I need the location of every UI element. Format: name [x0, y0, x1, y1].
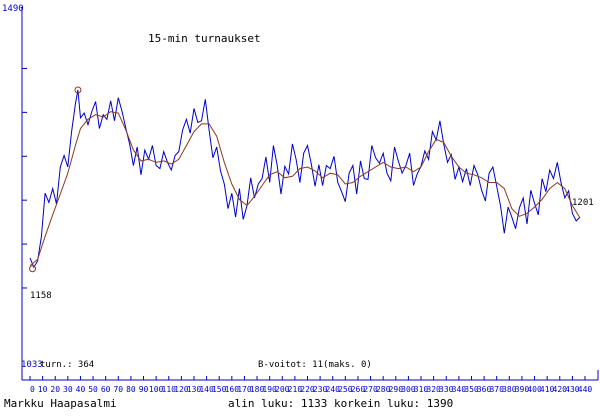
min-value: 1133 — [300, 397, 328, 410]
x-tick-label-210: 210 — [288, 385, 303, 394]
x-tick-label-280: 280 — [376, 385, 391, 394]
x-tick-label-370: 370 — [489, 385, 504, 394]
x-tick-label-290: 290 — [389, 385, 404, 394]
x-tick-label-440: 440 — [578, 385, 593, 394]
x-tick-label-420: 420 — [553, 385, 568, 394]
x-tick-label-170: 170 — [237, 385, 252, 394]
x-tick-label-430: 430 — [565, 385, 580, 394]
y-bottom-label: 1033 — [21, 360, 43, 370]
min-label: alin luku: — [228, 397, 295, 410]
chart-title: 15-min turnaukset — [148, 32, 261, 45]
start-value-label: 1158 — [30, 291, 52, 301]
x-tick-label-130: 130 — [187, 385, 202, 394]
x-tick-label-390: 390 — [515, 385, 530, 394]
x-tick-label-10: 10 — [38, 385, 48, 394]
x-tick-label-260: 260 — [351, 385, 366, 394]
x-tick-label-250: 250 — [338, 385, 353, 394]
x-tick-labels: 0 10 20 30 40 50 60 70 80 90 100110120130140150160… — [30, 385, 592, 394]
y-top-label: 1490 — [2, 4, 24, 14]
extreme-markers — [29, 86, 82, 273]
x-tick-label-270: 270 — [363, 385, 378, 394]
x-tick-label-60: 60 — [101, 385, 111, 394]
x-tick-label-350: 350 — [464, 385, 479, 394]
x-tick-label-320: 320 — [426, 385, 441, 394]
x-tick-label-40: 40 — [76, 385, 86, 394]
x-tick-label-140: 140 — [199, 385, 214, 394]
x-tick-label-240: 240 — [326, 385, 341, 394]
min-marker — [29, 265, 37, 273]
average-series-line — [29, 111, 581, 266]
x-tick-label-340: 340 — [452, 385, 467, 394]
x-tick-label-0: 0 — [30, 385, 35, 394]
max-label: korkein luku: — [333, 397, 421, 410]
x-tick-label-200: 200 — [275, 385, 290, 394]
turn-count-label: turn.: 364 — [40, 360, 94, 370]
y-grid-ticks — [22, 67, 27, 289]
x-tick-label-190: 190 — [262, 385, 277, 394]
b-voitot-label: B-voitot: 11(maks. 0) — [258, 360, 372, 370]
x-tick-label-160: 160 — [225, 385, 240, 394]
x-tick-label-90: 90 — [139, 385, 149, 394]
x-tick-label-70: 70 — [113, 385, 123, 394]
max-marker — [74, 86, 82, 94]
rating-series-line — [29, 89, 581, 269]
x-tick-label-30: 30 — [63, 385, 73, 394]
x-tick-label-410: 410 — [540, 385, 555, 394]
end-value-label: 1201 — [572, 198, 594, 208]
x-tick-label-310: 310 — [414, 385, 429, 394]
x-tick-label-180: 180 — [250, 385, 265, 394]
x-tick-label-380: 380 — [502, 385, 517, 394]
x-tick-label-120: 120 — [174, 385, 189, 394]
max-value: 1390 — [426, 397, 454, 410]
x-tick-label-100: 100 — [149, 385, 164, 394]
x-tick-label-80: 80 — [126, 385, 136, 394]
x-tick-label-150: 150 — [212, 385, 227, 394]
x-tick-label-300: 300 — [401, 385, 416, 394]
x-tick-label-330: 330 — [439, 385, 454, 394]
x-tick-label-20: 20 — [50, 385, 60, 394]
author-name: Markku Haapasalmi — [4, 397, 117, 410]
x-tick-label-400: 400 — [527, 385, 542, 394]
x-tick-label-50: 50 — [88, 385, 98, 394]
x-ticks — [29, 376, 586, 380]
x-tick-label-110: 110 — [162, 385, 177, 394]
x-tick-label-360: 360 — [477, 385, 492, 394]
min-max-summary: alin luku: 1133 korkein luku: 1390 — [228, 397, 453, 410]
x-tick-label-230: 230 — [313, 385, 328, 394]
x-tick-label-220: 220 — [300, 385, 315, 394]
